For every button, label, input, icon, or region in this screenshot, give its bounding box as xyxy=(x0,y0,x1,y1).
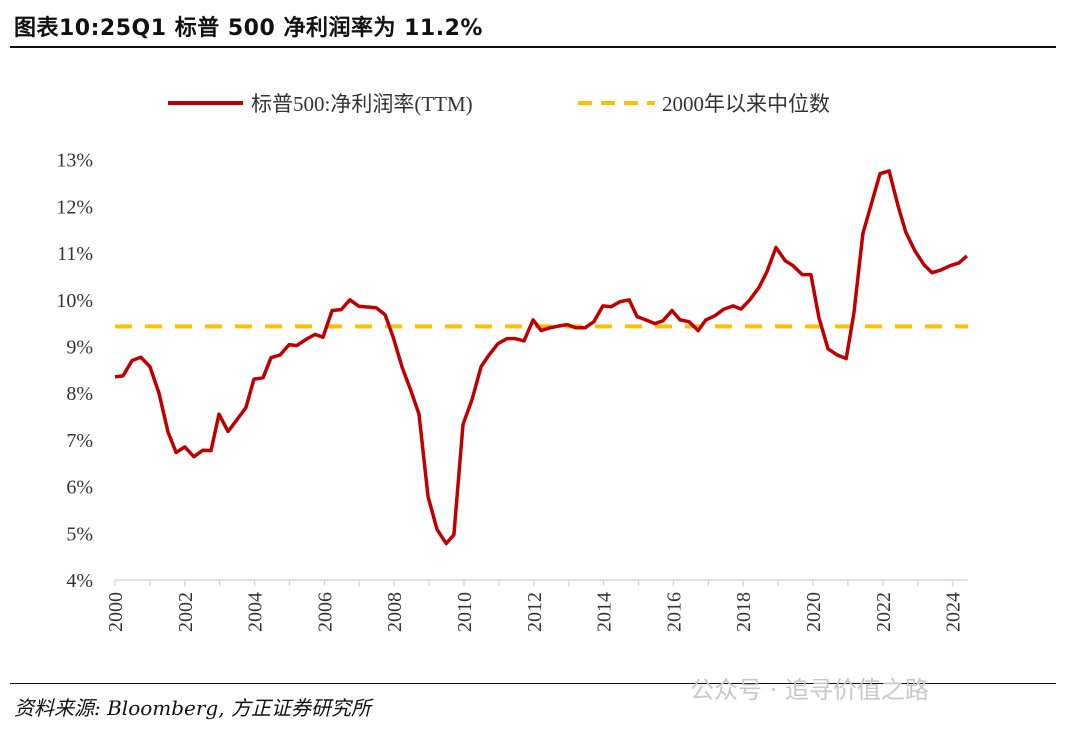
y-tick-label: 13% xyxy=(56,150,93,172)
y-tick-label: 4% xyxy=(66,570,93,592)
x-tick-label: 2024 xyxy=(943,592,965,632)
source-note: 资料来源: Bloomberg, 方正证券研究所 xyxy=(14,696,371,720)
title-divider xyxy=(10,46,1056,48)
figure-title: 图表10:25Q1 标普 500 净利润率为 11.2% xyxy=(14,16,483,41)
x-tick-label: 2020 xyxy=(803,592,825,632)
y-tick-label: 7% xyxy=(66,430,93,452)
legend-label-margin: 标普500:净利润率(TTM) xyxy=(251,92,473,116)
x-tick-label: 2000 xyxy=(105,592,127,632)
y-tick-label: 5% xyxy=(66,523,93,545)
y-tick-label: 6% xyxy=(66,477,93,499)
legend: 标普500:净利润率(TTM) 2000年以来中位数 xyxy=(168,92,830,116)
x-tick-label: 2016 xyxy=(663,592,685,632)
net-margin-chart: 标普500:净利润率(TTM) 2000年以来中位数 4% 5% 6% 7% 8% 9% 1… xyxy=(56,92,969,632)
y-tick-label: 10% xyxy=(56,290,93,312)
x-tick-label: 2002 xyxy=(175,592,197,632)
x-tick-label: 2014 xyxy=(594,592,616,632)
y-tick-label: 12% xyxy=(56,196,93,218)
x-tick-label: 2004 xyxy=(245,592,267,632)
x-tick-label: 2008 xyxy=(384,592,406,632)
source-divider xyxy=(10,683,1056,684)
x-tick-label: 2006 xyxy=(314,592,336,632)
x-tick-label: 2018 xyxy=(733,592,755,632)
net-margin-line xyxy=(114,169,969,546)
y-tick-label: 8% xyxy=(66,383,93,405)
y-tick-label: 9% xyxy=(66,337,93,359)
x-tick-label: 2012 xyxy=(524,592,546,632)
legend-label-median: 2000年以来中位数 xyxy=(662,92,830,116)
y-tick-label: 11% xyxy=(57,243,93,265)
x-tick-label: 2022 xyxy=(873,592,895,632)
watermark: 公众号 · 追寻价值之路 xyxy=(690,676,929,704)
x-tick-label: 2010 xyxy=(454,592,476,632)
